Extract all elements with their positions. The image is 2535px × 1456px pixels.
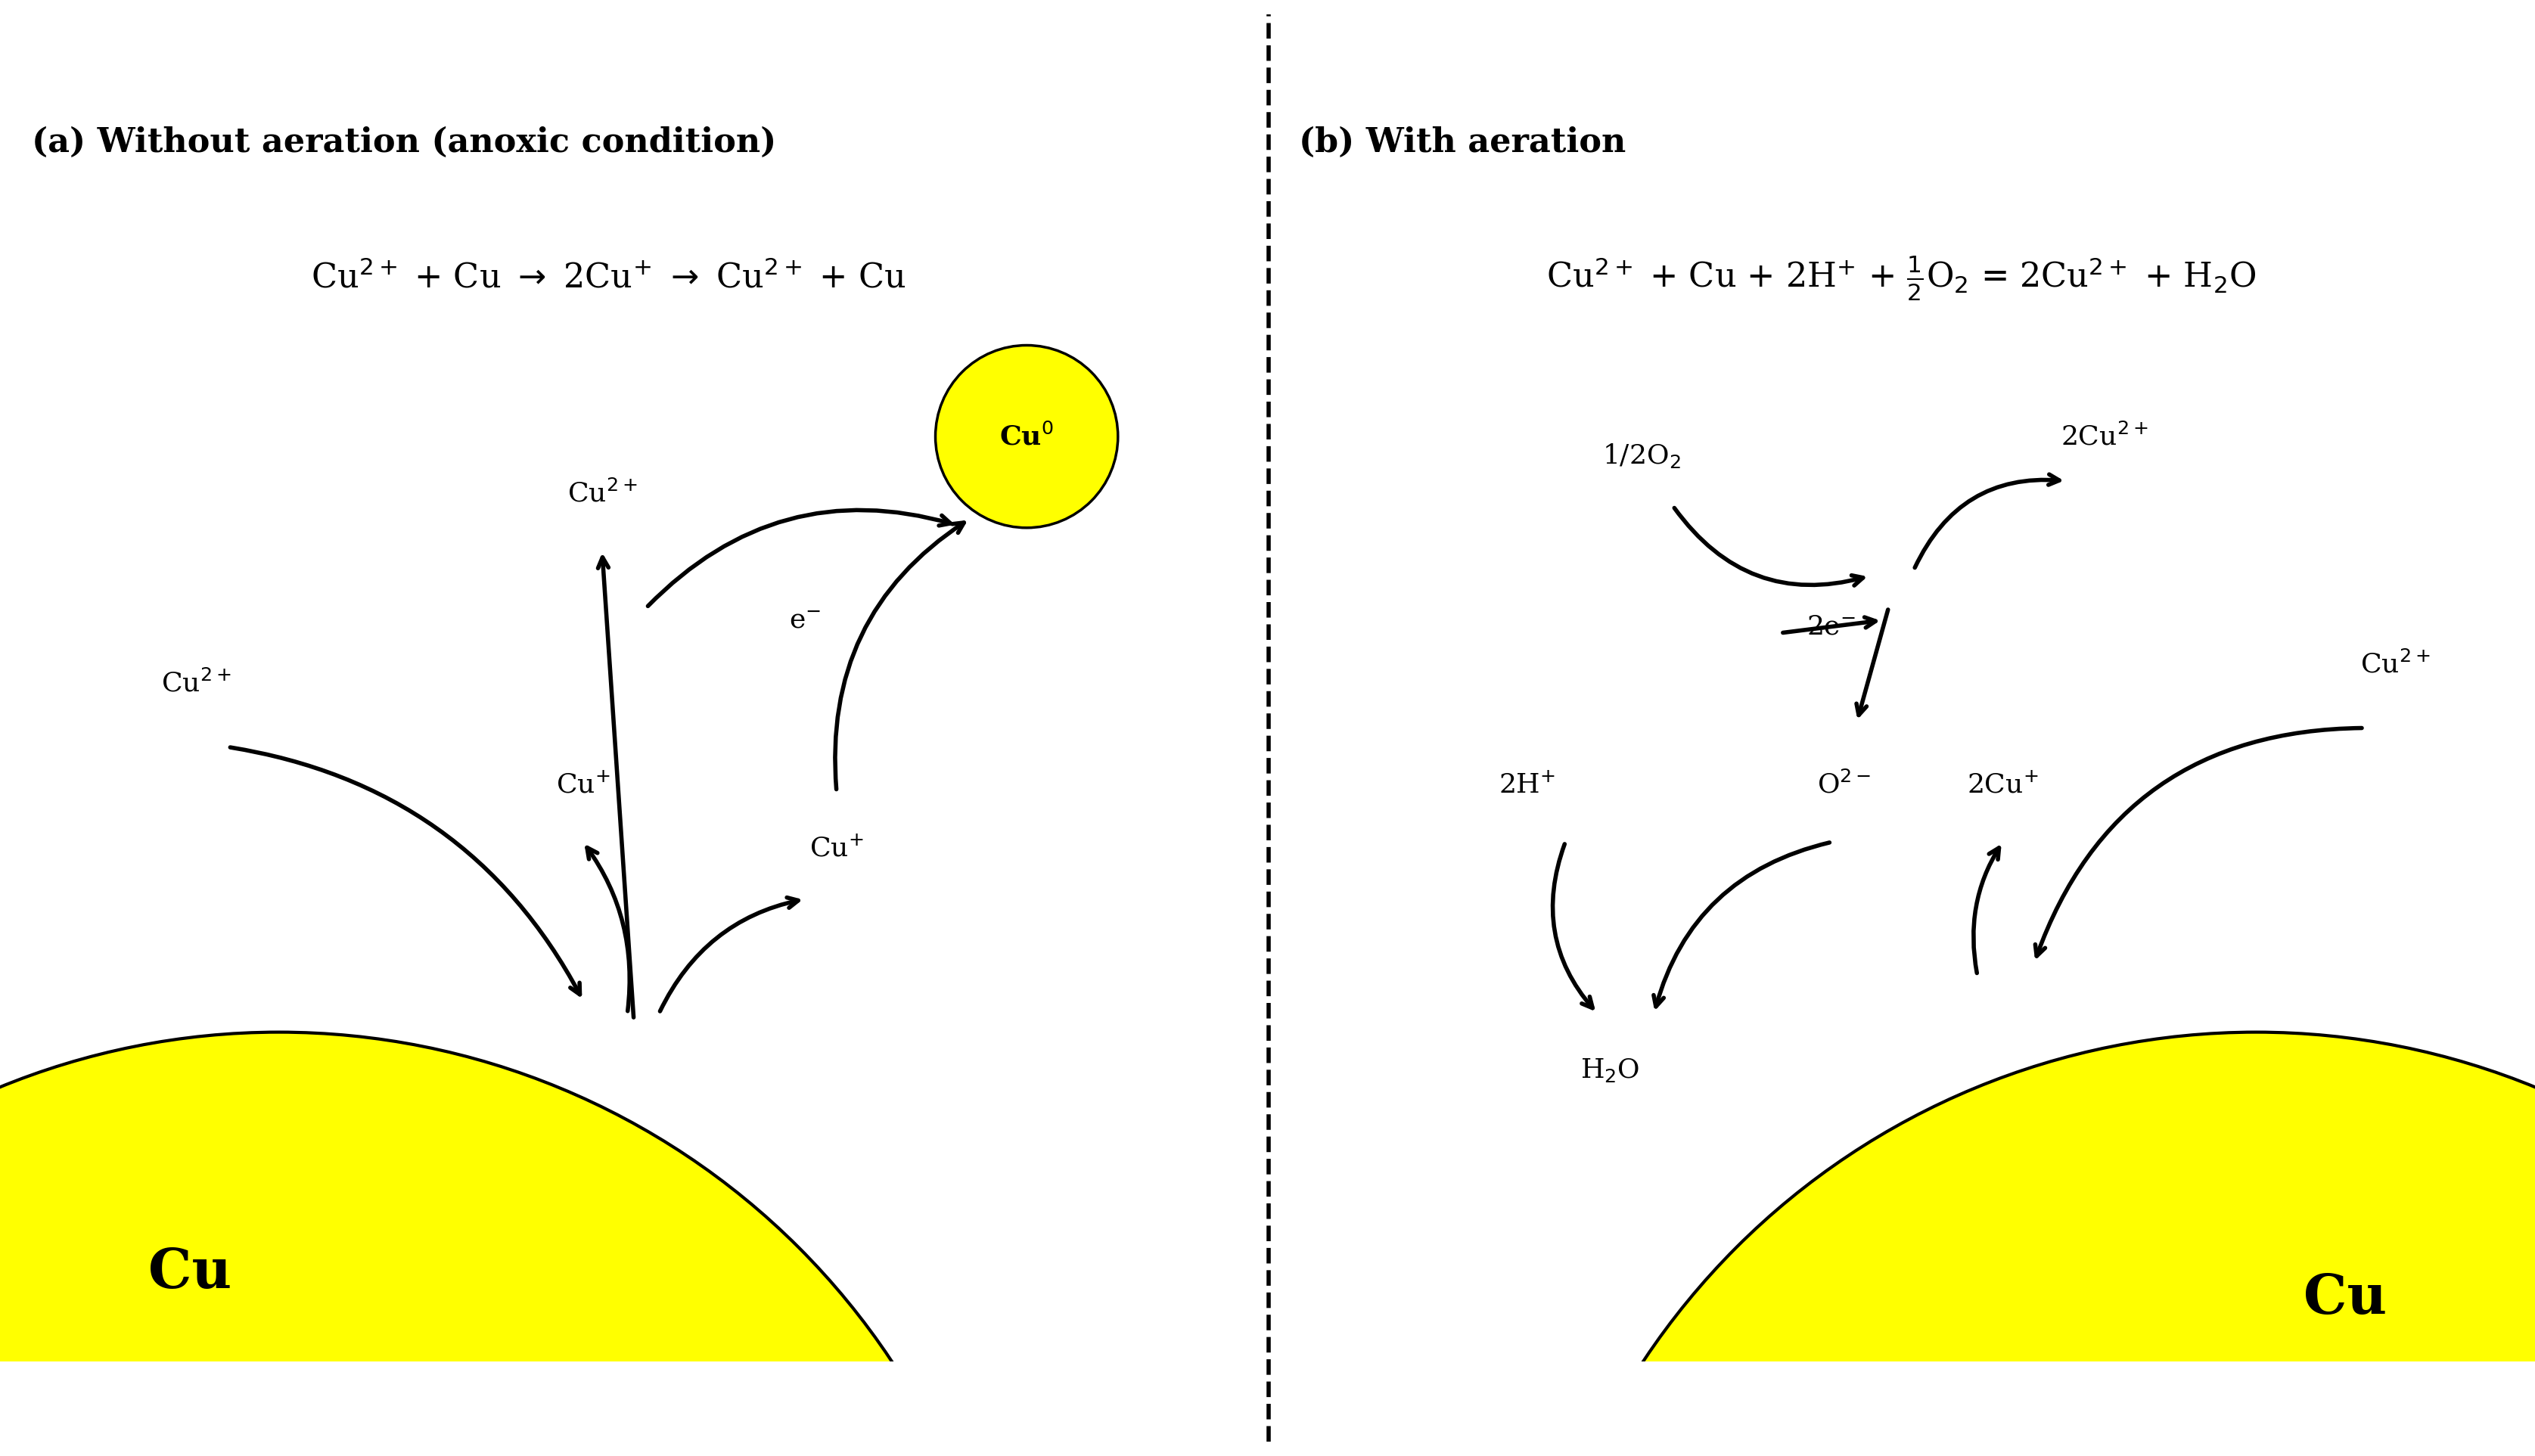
Text: Cu$^{2+}$: Cu$^{2+}$ xyxy=(2360,651,2431,678)
Text: 2e$^{-}$: 2e$^{-}$ xyxy=(1807,614,1856,639)
Text: H$_2$O: H$_2$O xyxy=(1579,1057,1640,1083)
Text: 2H$^{+}$: 2H$^{+}$ xyxy=(1498,772,1556,798)
Text: Cu$^{+}$: Cu$^{+}$ xyxy=(809,836,864,862)
Circle shape xyxy=(935,345,1118,527)
Text: (b) With aeration: (b) With aeration xyxy=(1300,127,1625,159)
Text: O$^{2-}$: O$^{2-}$ xyxy=(1818,772,1871,799)
Text: Cu$^{+}$: Cu$^{+}$ xyxy=(555,772,611,798)
Text: 2Cu$^{+}$: 2Cu$^{+}$ xyxy=(1967,772,2038,798)
Circle shape xyxy=(1521,1032,2535,1456)
Text: Cu$^{2+}$ + Cu + 2H$^{+}$ + $\frac{1}{2}$O$_2$ = 2Cu$^{2+}$ + H$_2$O: Cu$^{2+}$ + Cu + 2H$^{+}$ + $\frac{1}{2}… xyxy=(1546,253,2256,303)
Text: Cu: Cu xyxy=(2304,1271,2385,1325)
Text: e$^{-}$: e$^{-}$ xyxy=(788,607,821,633)
Text: 2Cu$^{2+}$: 2Cu$^{2+}$ xyxy=(2061,422,2147,450)
Text: Cu$^{2+}$: Cu$^{2+}$ xyxy=(162,670,231,697)
Text: 1/2O$_2$: 1/2O$_2$ xyxy=(1602,441,1681,469)
Text: Cu$^{2+}$ + Cu $\rightarrow$ 2Cu$^{+}$ $\rightarrow$ Cu$^{2+}$ + Cu: Cu$^{2+}$ + Cu $\rightarrow$ 2Cu$^{+}$ $… xyxy=(312,261,905,296)
Text: Cu: Cu xyxy=(150,1246,231,1300)
Text: Cu$^{2+}$: Cu$^{2+}$ xyxy=(568,480,636,507)
Circle shape xyxy=(0,1032,1014,1456)
Text: (a) Without aeration (anoxic condition): (a) Without aeration (anoxic condition) xyxy=(30,127,776,159)
Text: Cu$^0$: Cu$^0$ xyxy=(999,422,1055,450)
